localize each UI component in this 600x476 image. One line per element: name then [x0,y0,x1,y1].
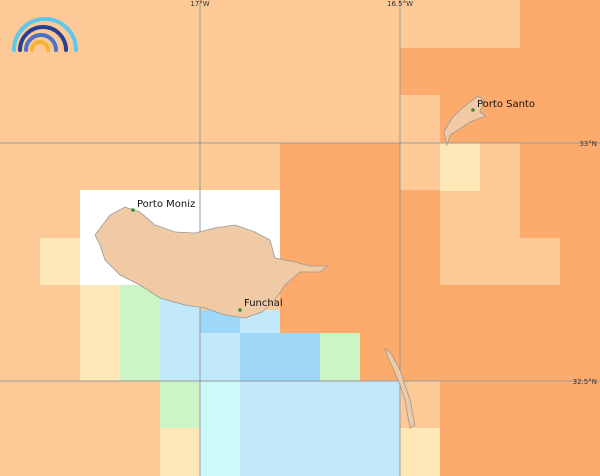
place-label: Funchal [244,298,283,309]
place-label: Porto Santo [477,99,535,110]
logo [12,17,78,52]
latitude-label: 33°N [579,140,597,148]
place-label: Porto Moniz [137,199,195,210]
longitude-label: 17°W [190,0,209,8]
latitude-label: 32.5°N [573,378,597,386]
longitude-label: 16.5°W [387,0,413,8]
islands [94,95,487,429]
place-dots [131,108,475,312]
